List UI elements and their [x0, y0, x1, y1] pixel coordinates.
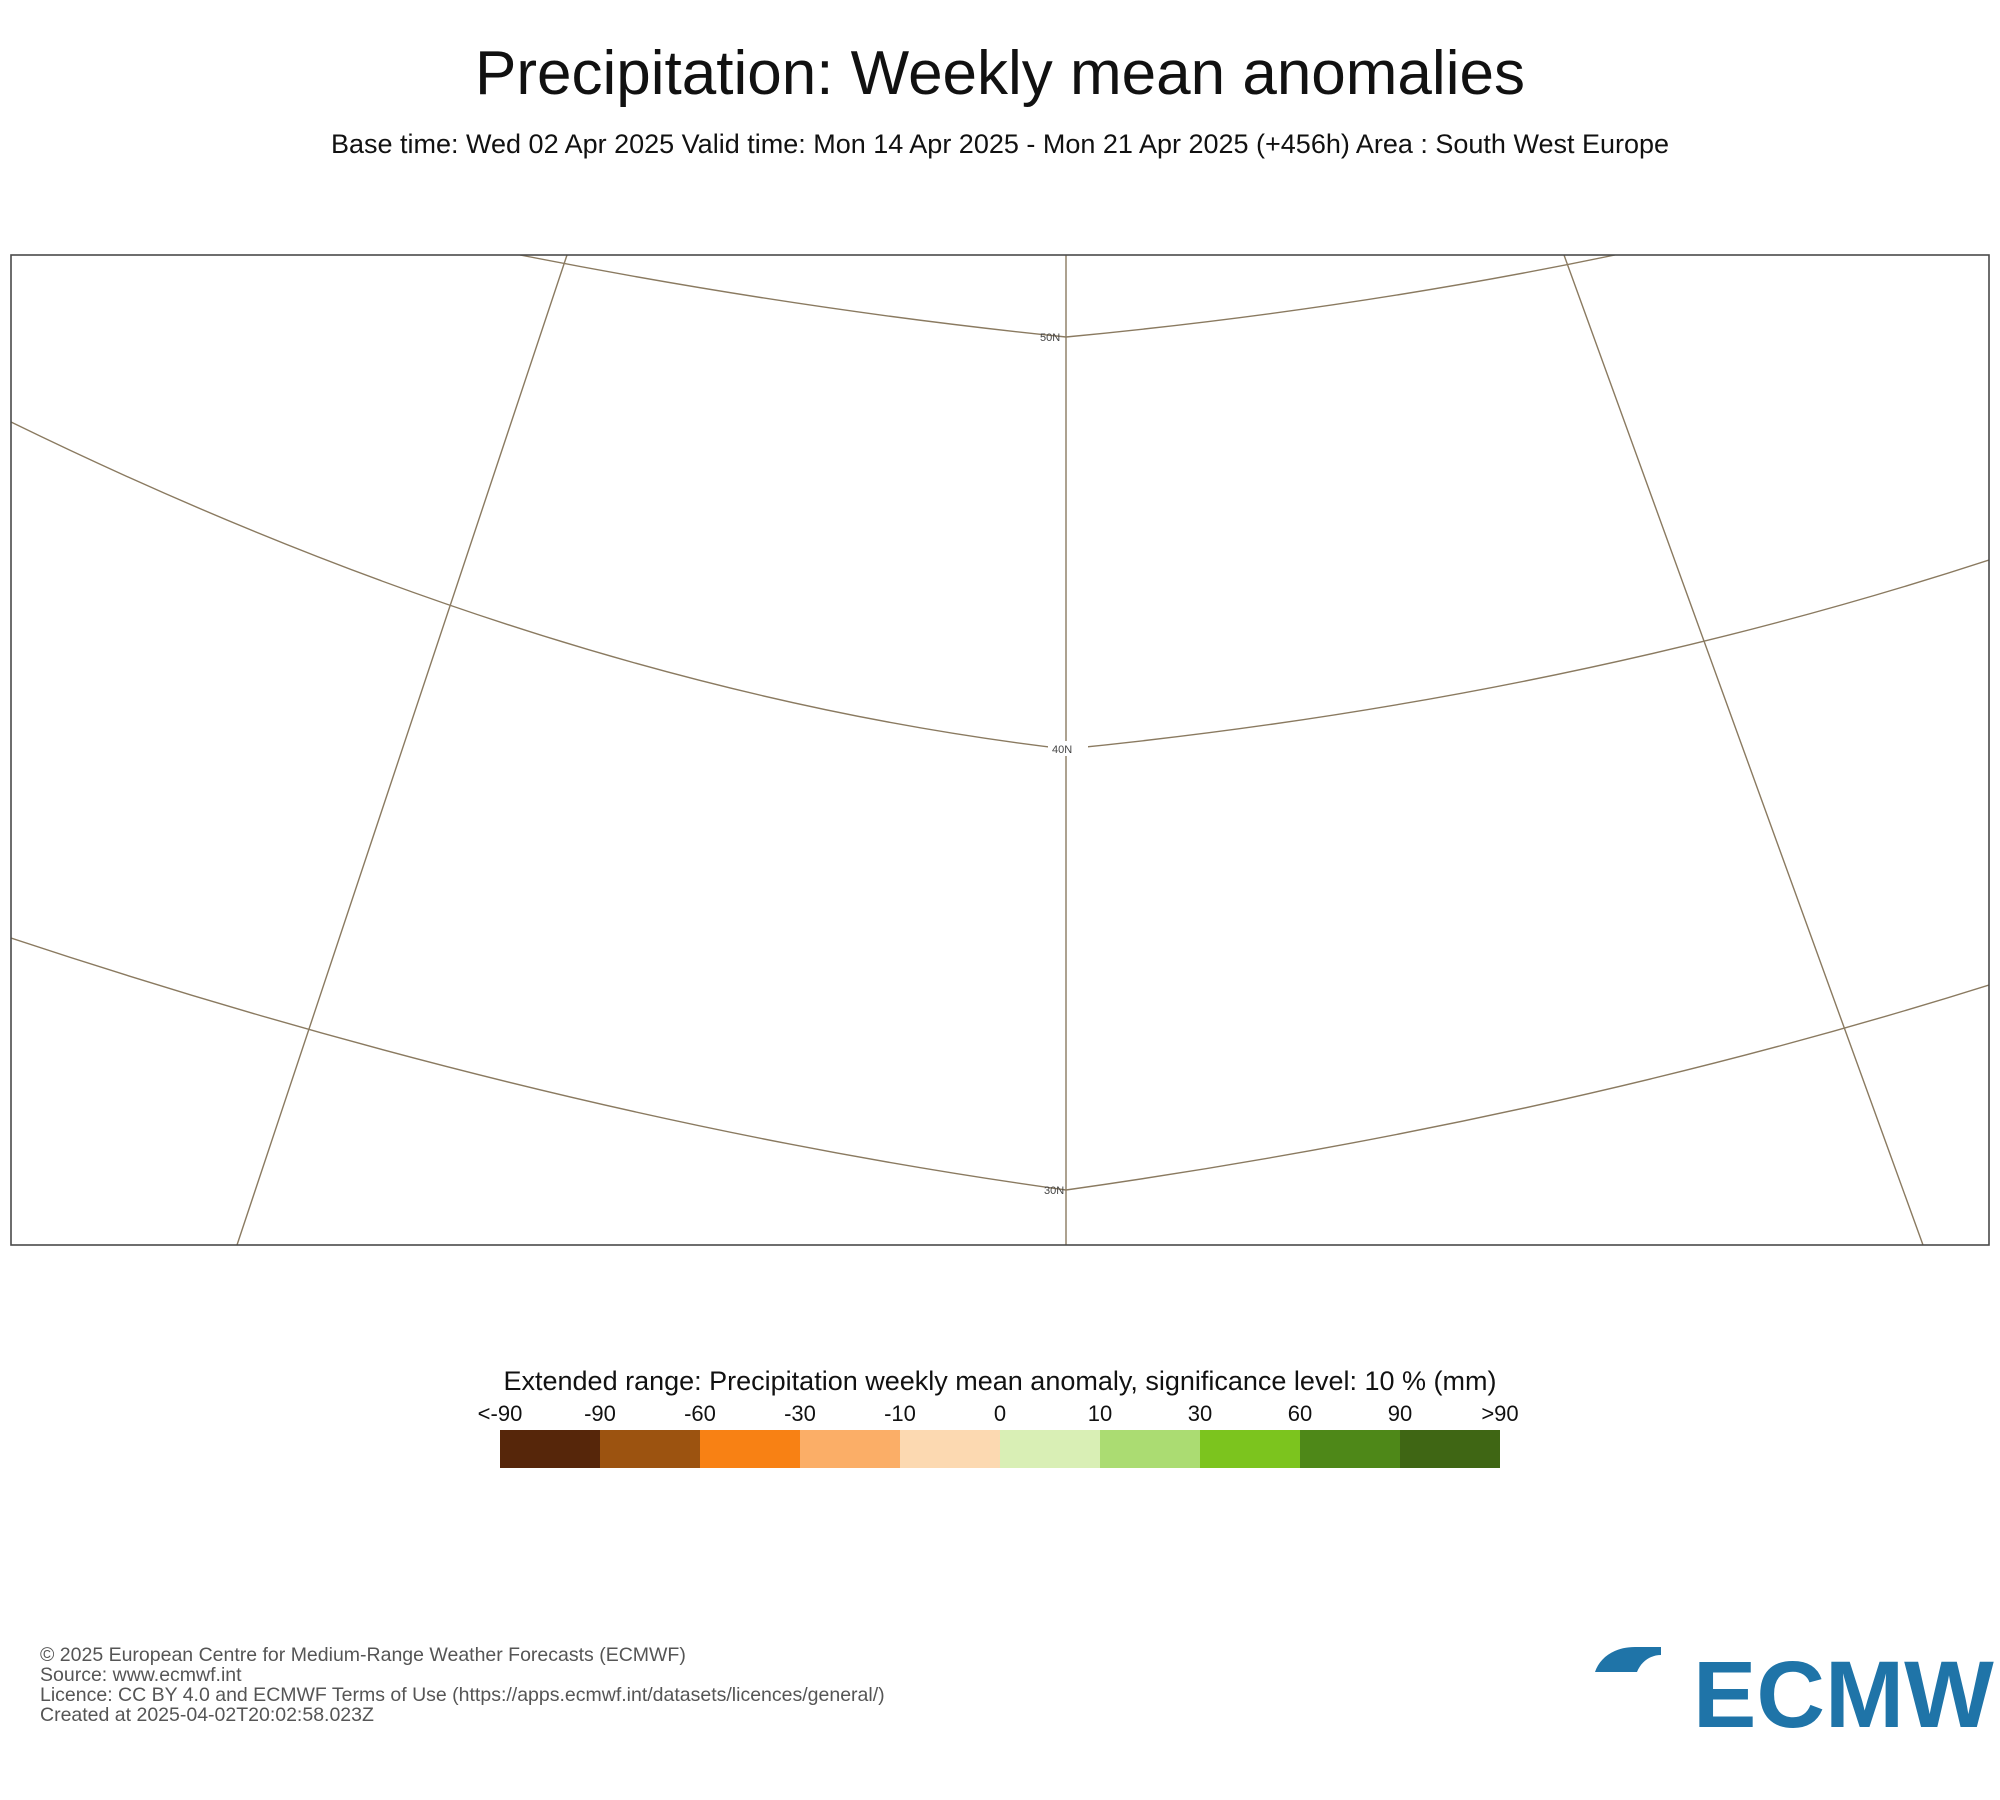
svg-text:50N: 50N — [1040, 332, 1060, 344]
svg-text:40N: 40N — [1052, 744, 1072, 756]
svg-text:ECMWF: ECMWF — [1693, 1645, 1995, 1748]
svg-text:30N: 30N — [1044, 1185, 1064, 1197]
